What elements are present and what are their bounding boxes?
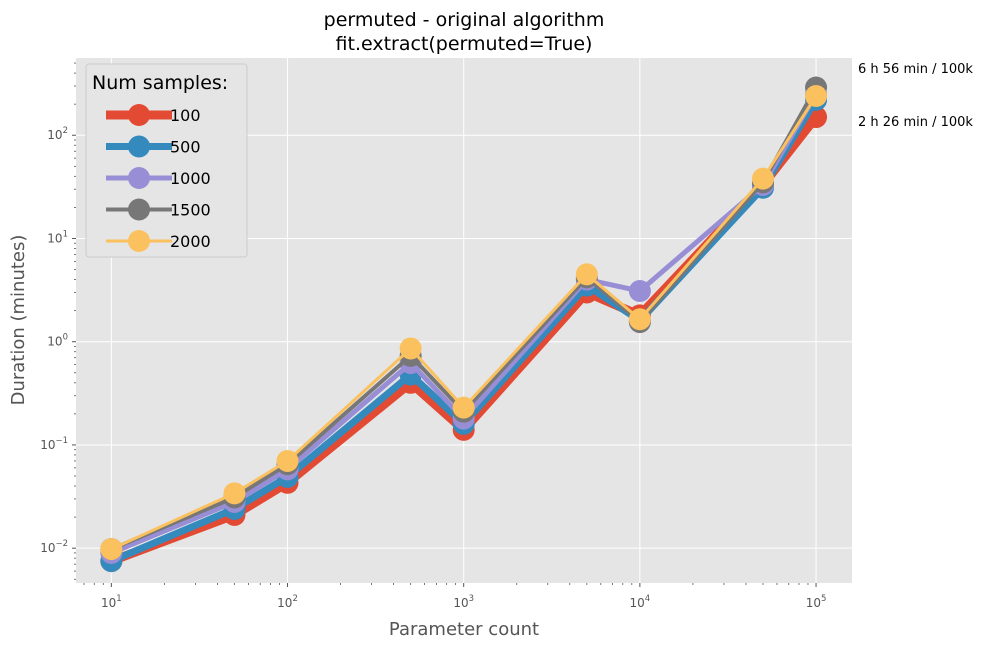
chart-subtitle: fit.extract(permuted=True): [336, 33, 593, 55]
annotations: 6 h 56 min / 100k 2 h 26 min / 100k: [858, 62, 973, 130]
x-tick-label: 104: [630, 594, 651, 610]
series-layer: [100, 76, 828, 573]
legend-label: 500: [170, 138, 201, 157]
data-point: [100, 538, 123, 561]
legend-label: 2000: [170, 232, 211, 251]
series-2000: [100, 84, 828, 561]
annotation-label: 2 h 26 min / 100k: [858, 115, 973, 130]
y-tick-label: 102: [47, 126, 68, 142]
legend-item: 1000: [106, 167, 211, 189]
legend-item: 2000: [106, 230, 211, 252]
x-tick-label: 101: [101, 594, 122, 610]
minor-ticks: [74, 62, 809, 585]
data-point: [575, 263, 598, 286]
data-point: [628, 279, 651, 302]
legend-swatch-marker: [128, 135, 150, 158]
y-axis: 10−2 10−1 100 101 102: [40, 126, 76, 555]
legend-item: 100: [106, 104, 201, 126]
data-point: [399, 337, 422, 360]
x-tick-label: 103: [453, 594, 474, 610]
legend-swatch-marker: [128, 104, 150, 126]
legend-item: 1500: [106, 198, 211, 221]
x-axis: 101 102 103 104 105: [101, 583, 826, 610]
legend-items: 100 500 1000 1500 2000: [106, 104, 211, 252]
legend: Num samples: 100 500 1000 1500 2000: [85, 63, 248, 258]
legend-item: 500: [106, 135, 201, 158]
legend-title: Num samples:: [92, 72, 228, 94]
legend-label: 1000: [170, 169, 211, 188]
legend-label: 1500: [170, 201, 211, 220]
data-point: [223, 482, 246, 505]
x-axis-label: Parameter count: [389, 619, 539, 640]
data-point: [752, 167, 775, 190]
x-tick-label: 102: [277, 594, 298, 610]
y-axis-label: Duration (minutes): [8, 235, 29, 406]
y-tick-label: 100: [47, 333, 68, 349]
legend-swatch-marker: [128, 230, 150, 252]
y-tick-label: 101: [47, 229, 68, 245]
legend-label: 100: [170, 106, 201, 125]
chart-title: permuted - original algorithm: [324, 9, 605, 31]
data-point: [452, 396, 475, 419]
y-tick-label: 10−1: [40, 436, 68, 452]
annotation-label: 6 h 56 min / 100k: [858, 62, 973, 77]
y-tick-label: 10−2: [40, 539, 68, 555]
legend-swatch-marker: [128, 198, 150, 221]
data-point: [276, 449, 299, 472]
data-point: [628, 308, 651, 331]
legend-swatch-marker: [128, 167, 150, 189]
data-point: [805, 84, 828, 107]
x-tick-label: 105: [806, 594, 827, 610]
